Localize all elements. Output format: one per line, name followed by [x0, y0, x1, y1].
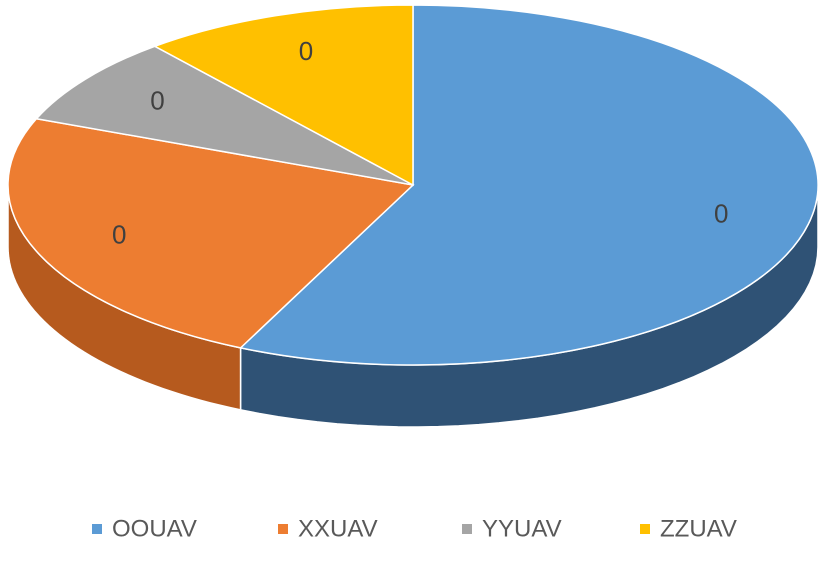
- data-label: 0: [112, 220, 126, 250]
- legend-label: OOUAV: [112, 515, 197, 542]
- legend-label: ZZUAV: [660, 515, 737, 542]
- legend-label: XXUAV: [298, 515, 378, 542]
- legend-swatch: [640, 524, 650, 534]
- legend-swatch: [92, 524, 102, 534]
- slice: [153, 4, 414, 187]
- data-label: 0: [299, 36, 313, 66]
- legend-swatch: [278, 524, 288, 534]
- data-label: 0: [150, 85, 164, 115]
- slice: [34, 45, 414, 186]
- slice: [7, 117, 415, 349]
- legend-swatch: [462, 524, 472, 534]
- data-label: 0: [714, 199, 728, 229]
- legend-label: YYUAV: [482, 515, 562, 542]
- slice: [238, 4, 819, 366]
